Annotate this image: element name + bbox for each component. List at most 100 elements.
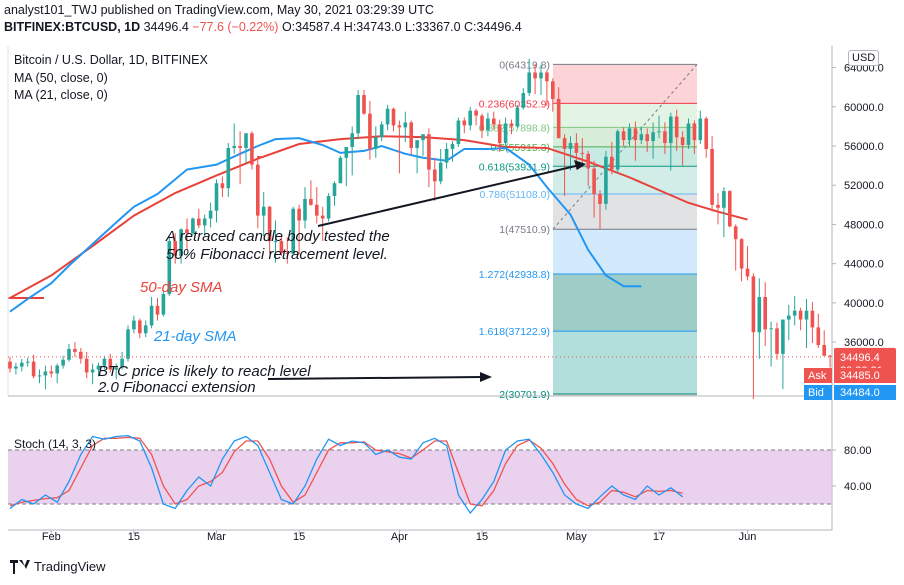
candle-body <box>73 348 77 352</box>
candle-body <box>149 305 154 326</box>
candle-body <box>220 183 225 189</box>
candle-body <box>556 98 561 139</box>
candle-body <box>438 162 443 182</box>
stoch-y-tick-label: 80.00 <box>844 445 872 457</box>
candle-body <box>161 294 166 315</box>
retrace-arrow <box>317 164 581 227</box>
candle-body <box>562 138 567 149</box>
candle-body <box>391 108 396 126</box>
candle-body <box>326 196 331 219</box>
candle-body <box>680 137 685 146</box>
ma21-legend[interactable]: MA (21, close, 0) <box>14 88 108 102</box>
candle-body <box>67 348 71 360</box>
candle-body <box>804 310 809 320</box>
fib-zone-0.618 <box>553 166 697 194</box>
y-tick-label: 56000.0 <box>844 141 884 153</box>
candle-body <box>368 113 372 149</box>
candle-body <box>545 72 549 82</box>
candle-body <box>704 118 708 149</box>
candle-body <box>722 191 726 208</box>
candle-body <box>503 123 508 144</box>
candle-body <box>792 310 797 316</box>
candle-body <box>61 359 65 366</box>
candle-body <box>757 296 762 333</box>
candle-body <box>456 120 461 145</box>
candle-body <box>763 296 767 330</box>
fib-zone-1.272 <box>553 274 697 332</box>
candle-body <box>84 358 89 373</box>
ask-value: 34485.0 <box>840 370 880 382</box>
candle-body <box>267 206 272 242</box>
candle-body <box>592 168 596 195</box>
candle-body <box>415 140 419 148</box>
target-arrow <box>267 376 483 380</box>
candle-body <box>132 320 136 330</box>
candle-body <box>379 124 384 138</box>
y-tick-label: 44000.0 <box>844 259 884 271</box>
time-axis[interactable]: Feb 15 Mar 15 Apr 15 May 17 Jun <box>42 530 757 543</box>
stoch-legend[interactable]: Stoch (14, 3, 3) <box>14 437 97 451</box>
stoch-k-line <box>9 434 683 515</box>
candle-body <box>315 204 319 216</box>
fib-zone-0.786 <box>553 193 697 230</box>
candle-body <box>798 310 803 320</box>
y-tick-label: 40000.0 <box>844 298 884 310</box>
candle-body <box>244 133 248 148</box>
candle-body <box>657 131 661 133</box>
candle-body <box>621 131 626 141</box>
candle-body <box>49 371 54 374</box>
candle-body <box>674 116 679 138</box>
candle-body <box>37 375 42 377</box>
sma21-label: 21-day SMA <box>153 328 237 345</box>
x-tick-label: Feb <box>42 531 61 543</box>
currency-button[interactable]: USD <box>848 50 880 66</box>
candle-body <box>515 107 520 127</box>
candle-body <box>698 118 703 141</box>
footer-brand: TradingView <box>10 559 106 574</box>
candle-body <box>775 328 779 354</box>
candle-body <box>639 134 644 141</box>
candle-body <box>138 320 142 334</box>
fibonacci-tool[interactable]: 0(64319.8) 0.236(60352.9) 0.382(57898.8) 0.… <box>479 59 698 401</box>
candle-body <box>539 72 543 79</box>
candle-body <box>126 329 130 359</box>
candle-body <box>208 210 213 219</box>
candle-body <box>202 218 207 226</box>
candle-body <box>433 169 437 182</box>
x-tick-label: 17 <box>653 531 665 543</box>
symbol-ohlc-line: BITFINEX:BTCUSD, 1D 34496.4 −77.6 (−0.22… <box>4 20 522 34</box>
candle-body <box>810 310 815 328</box>
candle-body <box>191 218 195 234</box>
fib-label-1: 1(47510.9) <box>499 224 550 236</box>
candle-body <box>480 115 484 131</box>
candle-body <box>822 345 826 356</box>
ma50-legend[interactable]: MA (50, close, 0) <box>14 71 108 85</box>
target-annotation-line2: 2.0 Fibonacci extension <box>97 379 256 396</box>
price-axis[interactable]: 36000.0 40000.0 44000.0 48000.0 52000.0 56000… <box>804 63 896 400</box>
candle-body <box>781 319 785 354</box>
ohlc-values: O:34587.4 H:34743.0 L:33367.0 C:34496.4 <box>281 20 522 34</box>
candle-body <box>751 276 756 333</box>
candle-body <box>173 241 177 256</box>
candle-body <box>14 366 18 369</box>
candle-body <box>279 241 284 253</box>
candle-body <box>710 148 714 205</box>
candle-body <box>362 95 366 114</box>
candle-body <box>733 226 738 240</box>
ask-tag <box>804 368 832 383</box>
candle-body <box>179 229 183 256</box>
candle-body <box>421 134 425 141</box>
candle-body <box>468 110 472 126</box>
candle-body <box>598 194 602 204</box>
last-price: 34496.4 <box>143 20 189 34</box>
candle-body <box>320 215 325 219</box>
candle-body <box>568 143 573 149</box>
candle-body <box>816 327 821 346</box>
candle-body <box>197 218 201 226</box>
ask-label: Ask <box>808 370 827 382</box>
fib-label-0.236: 0.236(60352.9) <box>479 98 550 110</box>
fib-zone-2 <box>553 394 697 396</box>
candle-body <box>155 305 160 315</box>
